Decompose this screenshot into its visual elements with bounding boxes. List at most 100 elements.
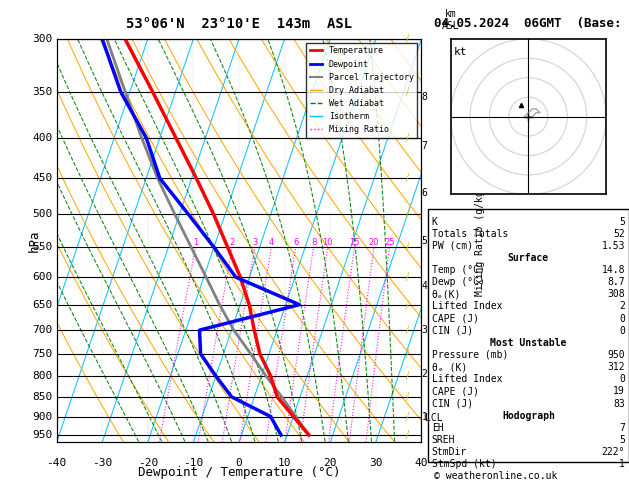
Text: 83: 83 <box>613 399 625 409</box>
Text: 04.05.2024  06GMT  (Base: 18): 04.05.2024 06GMT (Base: 18) <box>434 17 629 30</box>
Text: 1.53: 1.53 <box>601 241 625 251</box>
Text: /: / <box>406 300 409 310</box>
Text: Mixing Ratio (g/kg): Mixing Ratio (g/kg) <box>475 185 485 296</box>
Text: CIN (J): CIN (J) <box>431 326 473 336</box>
Text: km
ASL: km ASL <box>442 9 459 31</box>
Text: 20: 20 <box>323 458 337 469</box>
Text: /: / <box>406 87 409 97</box>
Text: 25: 25 <box>384 238 394 247</box>
Text: StmSpd (kt): StmSpd (kt) <box>431 459 496 469</box>
Text: 750: 750 <box>33 349 53 359</box>
Text: θₑ (K): θₑ (K) <box>431 362 467 372</box>
Text: 40: 40 <box>415 458 428 469</box>
Text: 222°: 222° <box>601 447 625 457</box>
Text: kt: kt <box>454 47 467 57</box>
Text: 4: 4 <box>269 238 274 247</box>
Text: K: K <box>431 217 438 226</box>
Text: 650: 650 <box>33 300 53 310</box>
Text: CIN (J): CIN (J) <box>431 399 473 409</box>
Text: 308: 308 <box>608 289 625 299</box>
Text: 700: 700 <box>33 325 53 335</box>
Text: 2: 2 <box>421 369 427 379</box>
Text: CAPE (J): CAPE (J) <box>431 386 479 397</box>
Text: 0: 0 <box>236 458 242 469</box>
Text: 2: 2 <box>619 301 625 312</box>
Text: /: / <box>406 349 409 359</box>
Text: /: / <box>406 173 409 183</box>
Text: 8.7: 8.7 <box>608 277 625 287</box>
Text: StmDir: StmDir <box>431 447 467 457</box>
Text: 10: 10 <box>323 238 333 247</box>
Text: 5: 5 <box>619 435 625 445</box>
Text: 20: 20 <box>369 238 379 247</box>
Text: 3: 3 <box>252 238 257 247</box>
Text: 600: 600 <box>33 272 53 282</box>
Text: Dewpoint / Temperature (°C): Dewpoint / Temperature (°C) <box>138 467 340 480</box>
Text: 8: 8 <box>311 238 316 247</box>
Text: hPa: hPa <box>28 229 42 252</box>
Text: 52: 52 <box>613 229 625 239</box>
Text: Dewp (°C): Dewp (°C) <box>431 277 484 287</box>
Text: -30: -30 <box>92 458 113 469</box>
Text: 550: 550 <box>33 242 53 252</box>
Text: PW (cm): PW (cm) <box>431 241 473 251</box>
Text: Hodograph: Hodograph <box>502 411 555 421</box>
Text: © weatheronline.co.uk: © weatheronline.co.uk <box>434 471 557 481</box>
Text: /: / <box>406 325 409 335</box>
Text: Most Unstable: Most Unstable <box>490 338 567 348</box>
Text: 5: 5 <box>421 236 427 246</box>
Text: 6: 6 <box>421 188 427 198</box>
Text: 400: 400 <box>33 133 53 143</box>
Text: 5: 5 <box>619 217 625 226</box>
Text: /: / <box>406 242 409 252</box>
Text: 300: 300 <box>33 34 53 44</box>
Text: 14.8: 14.8 <box>601 265 625 275</box>
Text: EH: EH <box>431 423 443 433</box>
Text: 4: 4 <box>421 280 427 291</box>
Text: 6: 6 <box>293 238 298 247</box>
Text: Temp (°C): Temp (°C) <box>431 265 484 275</box>
Text: 950: 950 <box>33 430 53 440</box>
Text: Lifted Index: Lifted Index <box>431 301 502 312</box>
Text: 7: 7 <box>619 423 625 433</box>
Text: 850: 850 <box>33 392 53 402</box>
Text: -20: -20 <box>138 458 158 469</box>
Text: -40: -40 <box>47 458 67 469</box>
Text: 950: 950 <box>608 350 625 360</box>
Text: 53°06'N  23°10'E  143m  ASL: 53°06'N 23°10'E 143m ASL <box>126 17 352 31</box>
Text: Surface: Surface <box>508 253 549 263</box>
Text: /: / <box>406 412 409 421</box>
Legend: Temperature, Dewpoint, Parcel Trajectory, Dry Adiabat, Wet Adiabat, Isotherm, Mi: Temperature, Dewpoint, Parcel Trajectory… <box>306 43 417 138</box>
Text: 2: 2 <box>230 238 235 247</box>
Text: 0: 0 <box>619 374 625 384</box>
Text: /: / <box>406 392 409 402</box>
Text: CAPE (J): CAPE (J) <box>431 313 479 324</box>
Text: 15: 15 <box>349 238 360 247</box>
Text: 1: 1 <box>193 238 198 247</box>
Text: 1: 1 <box>619 459 625 469</box>
Text: SREH: SREH <box>431 435 455 445</box>
Text: /: / <box>406 371 409 381</box>
Text: /: / <box>406 34 409 44</box>
Text: θₑ(K): θₑ(K) <box>431 289 461 299</box>
Text: 450: 450 <box>33 173 53 183</box>
Text: 30: 30 <box>369 458 382 469</box>
Text: /: / <box>406 133 409 143</box>
Text: 900: 900 <box>33 412 53 421</box>
Text: 500: 500 <box>33 209 53 220</box>
Text: 8: 8 <box>421 92 427 102</box>
Text: 7: 7 <box>421 141 427 151</box>
Text: /: / <box>406 209 409 220</box>
Text: Pressure (mb): Pressure (mb) <box>431 350 508 360</box>
Text: 312: 312 <box>608 362 625 372</box>
Text: 10: 10 <box>278 458 291 469</box>
Text: LCL: LCL <box>425 414 443 423</box>
Text: 19: 19 <box>613 386 625 397</box>
Text: 1: 1 <box>421 412 427 421</box>
Text: 0: 0 <box>619 326 625 336</box>
Text: Totals Totals: Totals Totals <box>431 229 508 239</box>
Text: 800: 800 <box>33 371 53 381</box>
Text: /: / <box>406 430 409 440</box>
Text: /: / <box>406 272 409 282</box>
Text: Lifted Index: Lifted Index <box>431 374 502 384</box>
